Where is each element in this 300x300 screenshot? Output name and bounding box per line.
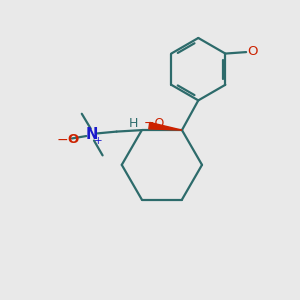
Text: N: N <box>86 127 98 142</box>
Text: −O: −O <box>140 117 165 130</box>
Text: H: H <box>129 117 139 130</box>
Text: O: O <box>68 134 79 146</box>
Text: O: O <box>247 45 258 58</box>
Text: +: + <box>94 136 103 146</box>
Text: −: − <box>56 133 68 147</box>
Polygon shape <box>149 122 182 130</box>
